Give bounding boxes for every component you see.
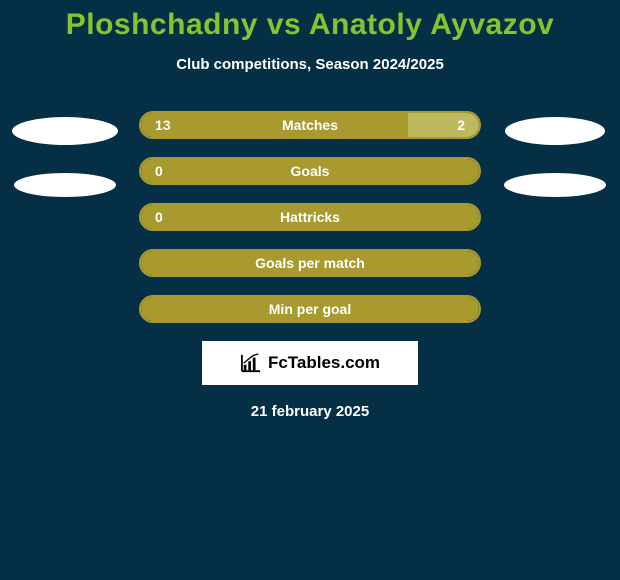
page-title: Ploshchadny vs Anatoly Ayvazov (0, 0, 620, 42)
bar-hattricks-value-left: 0 (155, 209, 163, 225)
bar-goals-value-left: 0 (155, 163, 163, 179)
player-right-photo-1 (505, 117, 605, 145)
bar-matches-label: Matches (282, 117, 338, 133)
date-text: 21 february 2025 (0, 403, 620, 420)
bar-matches: 13 Matches 2 (139, 111, 481, 139)
bar-mpg-label: Min per goal (269, 301, 351, 317)
bar-hattricks: 0 Hattricks (139, 203, 481, 231)
player-right-column (499, 111, 611, 197)
chart-area: 13 Matches 2 0 Goals 0 Hattricks Goals p… (0, 111, 620, 323)
player-left-photo-2 (14, 173, 116, 197)
player-left-photo-1 (12, 117, 118, 145)
page-subtitle: Club competitions, Season 2024/2025 (0, 56, 620, 73)
bar-matches-value-right: 2 (457, 117, 465, 133)
player-right-photo-2 (504, 173, 606, 197)
bar-goals-label: Goals (291, 163, 330, 179)
bar-gpm-label: Goals per match (255, 255, 365, 271)
player-left-column (9, 111, 121, 197)
bar-matches-value-left: 13 (155, 117, 171, 133)
chart-icon (240, 353, 262, 373)
bar-hattricks-label: Hattricks (280, 209, 340, 225)
logo-box: FcTables.com (202, 341, 418, 385)
bar-goals: 0 Goals (139, 157, 481, 185)
comparison-infographic: Ploshchadny vs Anatoly Ayvazov Club comp… (0, 0, 620, 580)
logo-text: FcTables.com (268, 353, 380, 373)
bars-column: 13 Matches 2 0 Goals 0 Hattricks Goals p… (139, 111, 481, 323)
bar-matches-fill-left (141, 113, 408, 137)
bar-min-per-goal: Min per goal (139, 295, 481, 323)
bar-goals-per-match: Goals per match (139, 249, 481, 277)
bar-matches-fill-right (408, 113, 479, 137)
